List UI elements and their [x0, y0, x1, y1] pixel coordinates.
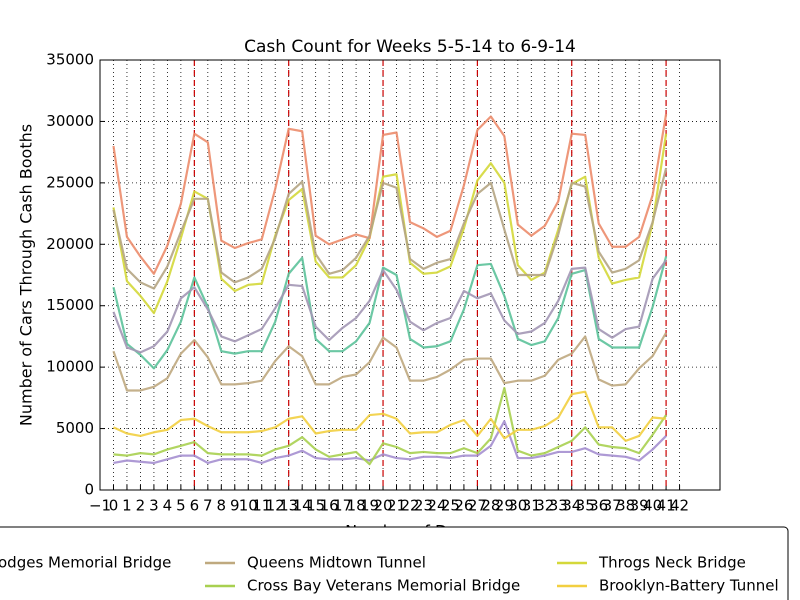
x-tick-label: 25 — [441, 497, 460, 515]
series-line — [112, 259, 667, 354]
axes-frame — [99, 59, 721, 491]
legend-box — [0, 526, 789, 600]
x-tick-label: 11 — [252, 497, 271, 515]
x-tick-label: 1 — [122, 497, 132, 515]
x-tick-label: 35 — [576, 497, 595, 515]
x-tick-label: 37 — [603, 497, 622, 515]
x-tick-label: 3 — [149, 497, 159, 515]
series-line — [113, 390, 667, 442]
x-tick-label: 12 — [266, 497, 285, 515]
x-tick-label: 23 — [414, 497, 433, 515]
x-tick-label: 20 — [373, 497, 392, 515]
x-tick-label: 27 — [468, 497, 487, 515]
y-tick-label: 30000 — [46, 112, 94, 130]
chart-title: Cash Count for Weeks 5-5-14 to 6-9-14 — [244, 37, 576, 57]
x-tick-label: 33 — [549, 497, 568, 515]
x-tick-label: 4 — [163, 497, 173, 515]
x-tick-label: 22 — [400, 497, 419, 515]
x-tick-label: 9 — [230, 497, 240, 515]
y-tick-label: 25000 — [46, 173, 94, 191]
x-tick-label: 41 — [657, 497, 676, 515]
x-tick-label: 39 — [630, 497, 649, 515]
x-tick-label: 7 — [203, 497, 213, 515]
legend-label: Brooklyn-Battery Tunnel — [599, 577, 779, 595]
x-tick-label: 10 — [239, 497, 258, 515]
x-tick-label: 0 — [109, 497, 119, 515]
series-line — [113, 386, 667, 466]
x-tick-label: 28 — [481, 497, 500, 515]
y-axis-label: Number of Cars Through Cash Booths — [17, 124, 36, 426]
x-tick-label: 21 — [387, 497, 406, 515]
x-tick-label: 30 — [508, 497, 527, 515]
y-tick-label: 10000 — [46, 358, 94, 376]
y-tick-label: 0 — [84, 481, 94, 499]
series-line — [112, 332, 668, 392]
x-tick-label: 6 — [190, 497, 200, 515]
series-line — [112, 167, 668, 290]
x-tick-label: 24 — [427, 497, 446, 515]
x-tick-label: 15 — [306, 497, 325, 515]
x-tick-label: 29 — [495, 497, 514, 515]
series-line — [112, 256, 668, 370]
y-tick-label: 15000 — [46, 296, 94, 314]
y-tick-label: 20000 — [46, 235, 94, 253]
legend-label: Queens Midtown Tunnel — [247, 554, 426, 572]
x-tick-label: 13 — [279, 497, 298, 515]
series-line — [113, 420, 667, 465]
y-tick-label: 35000 — [46, 51, 94, 69]
legend-label: Throgs Neck Bridge — [598, 554, 746, 572]
x-tick-label: 31 — [522, 497, 541, 515]
x-tick-label: 18 — [347, 497, 366, 515]
x-tick-label: 8 — [217, 497, 227, 515]
x-tick-label: 14 — [293, 497, 312, 515]
x-tick-label: 19 — [360, 497, 379, 515]
y-tick-label: 5000 — [56, 419, 94, 437]
x-tick-label: 34 — [562, 497, 581, 515]
x-tick-label: 36 — [589, 497, 608, 515]
series-line — [112, 113, 668, 275]
x-tick-label: 16 — [320, 497, 339, 515]
x-tick-label: 38 — [616, 497, 635, 515]
x-tick-label: 5 — [176, 497, 186, 515]
legend-label: odges Memorial Bridge — [0, 554, 171, 572]
legend-label: Cross Bay Veterans Memorial Bridge — [247, 577, 520, 595]
x-tick-label: 32 — [535, 497, 554, 515]
x-tick-label: 26 — [454, 497, 473, 515]
x-tick-label: −1 — [89, 497, 111, 515]
x-tick-label: 42 — [670, 497, 689, 515]
legend: odges Memorial Bridge Queens Midtown Tunn… — [0, 554, 779, 595]
x-tick-label: 2 — [136, 497, 146, 515]
x-tick-label: 40 — [643, 497, 662, 515]
x-tick-label: 17 — [333, 497, 352, 515]
